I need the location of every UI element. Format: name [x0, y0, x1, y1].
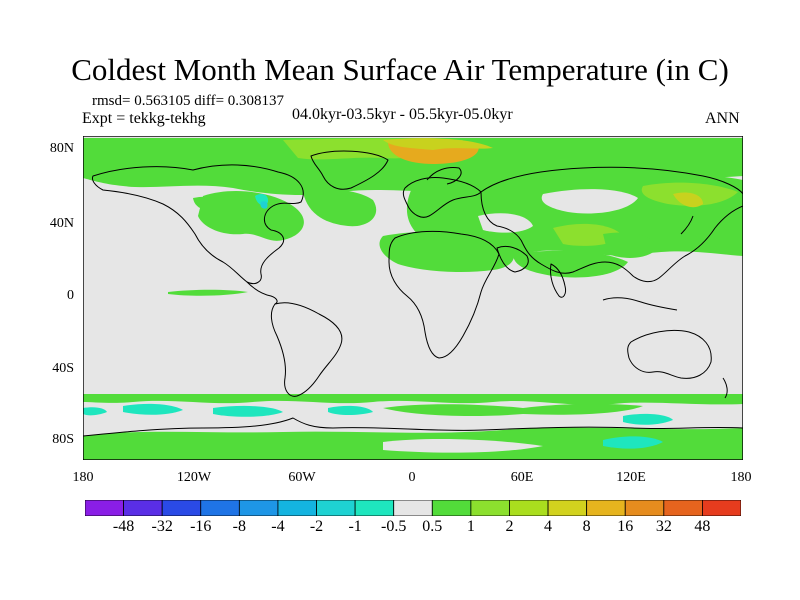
southern-ocean-cool-2 [213, 405, 283, 417]
coast-new-zealand [722, 377, 728, 399]
colorbar-label: -1 [348, 518, 362, 535]
atlantic-warm-field [193, 196, 220, 210]
south-asia-warm-field [513, 250, 628, 278]
colorbar-box [123, 500, 163, 516]
colorbar [85, 500, 741, 516]
colorbar-label: -0.5 [381, 518, 407, 535]
colorbar-box [316, 500, 356, 516]
colorbar-label: -4 [271, 518, 285, 535]
period-label: 04.0kyr-03.5kyr - 05.5kyr-05.0kyr [292, 106, 513, 123]
colorbar-box [702, 500, 741, 516]
colorbar-label: 4 [544, 518, 553, 535]
north-america-warm-field [198, 191, 304, 241]
coast-scandinavia [426, 167, 462, 185]
colorbar-label: 32 [655, 518, 672, 535]
lon-label-180e: 180 [730, 470, 752, 485]
coast-asia [480, 166, 743, 283]
colorbar-label: 0.5 [422, 518, 443, 535]
colorbar-box [470, 500, 510, 516]
colorbar-label: -32 [151, 518, 173, 535]
southern-ocean-cool-3 [328, 405, 373, 415]
coast-india [550, 263, 566, 298]
coast-australia [627, 329, 712, 379]
eurasia-gap-1 [541, 189, 638, 214]
coast-north-america [92, 164, 304, 285]
lon-label-60w: 60W [288, 470, 316, 485]
coast-indonesia [602, 297, 678, 311]
southern-ocean-cool-1 [123, 403, 183, 415]
colorbar-box [431, 500, 472, 516]
africa-north-warm-field [379, 231, 514, 272]
lon-label-120w: 120W [176, 470, 212, 485]
coast-africa [388, 230, 500, 359]
anomaly-fields [83, 138, 743, 460]
antarctica-cool-field [603, 436, 663, 449]
colorbar-box [238, 500, 279, 516]
season-label: ANN [705, 110, 740, 127]
lat-label-40n: 40N [49, 216, 74, 231]
coast-south-america [270, 302, 343, 397]
colorbar-label: 48 [694, 518, 711, 535]
coast-japan [680, 215, 694, 235]
southern-ocean-warm-field [83, 394, 743, 405]
lon-label-60e: 60E [510, 470, 534, 485]
lon-label-180w: 180 [72, 470, 94, 485]
east-asia-coast-field [603, 232, 658, 258]
map-panel [83, 136, 743, 460]
coast-arabia [496, 245, 529, 273]
colorbar-box [509, 500, 549, 516]
southern-ocean-cool-5 [83, 407, 107, 416]
colorbar-box [547, 500, 588, 516]
southern-ocean-warm-2 [383, 403, 643, 416]
coast-central-america [246, 281, 278, 305]
southern-ocean-cool-4 [623, 413, 673, 425]
lat-label-80n: 80N [49, 141, 74, 156]
north-america-east-field [303, 189, 377, 227]
antarctica-gap [383, 439, 543, 453]
colorbar-label: 2 [505, 518, 514, 535]
colorbar-box [277, 500, 317, 516]
colorbar-box [586, 500, 626, 516]
colorbar-box [200, 500, 240, 516]
colorbar-box [393, 500, 433, 516]
stats-text: rmsd= 0.563105 diff= 0.308137 [92, 93, 285, 109]
lat-label-40s: 40S [52, 361, 74, 376]
colorbar-box [161, 500, 202, 516]
colorbar-label: -48 [112, 518, 135, 535]
colorbar-label: 16 [617, 518, 634, 535]
colorbar-label: -8 [232, 518, 246, 535]
colorbar-label: 1 [466, 518, 475, 535]
coast-antarctica [83, 417, 743, 437]
colorbar-label: -16 [190, 518, 212, 535]
coastlines [83, 150, 743, 437]
lat-label-0: 0 [67, 288, 74, 303]
coast-europe [402, 177, 482, 218]
lon-label-120e: 120E [616, 470, 646, 485]
lat-label-80s: 80S [52, 432, 74, 447]
eurasia-gap-2 [478, 213, 533, 233]
north-america-cooler-field [260, 201, 268, 209]
colorbar-label: 8 [582, 518, 591, 535]
plot-title: Coldest Month Mean Surface Air Temperatu… [71, 52, 729, 87]
colorbar-box [85, 500, 124, 516]
asia-east-strong-field [673, 192, 703, 208]
experiment-label: Expt = tekkg-tekhg [82, 110, 206, 127]
colorbar-box [354, 500, 395, 516]
lon-label-0: 0 [408, 470, 416, 485]
arctic-moderate-field [383, 138, 493, 150]
coast-greenland [310, 150, 389, 190]
pacific-warm-strip [168, 289, 248, 296]
colorbar-box [663, 500, 703, 516]
colorbar-box [624, 500, 665, 516]
colorbar-label: -2 [309, 518, 324, 535]
